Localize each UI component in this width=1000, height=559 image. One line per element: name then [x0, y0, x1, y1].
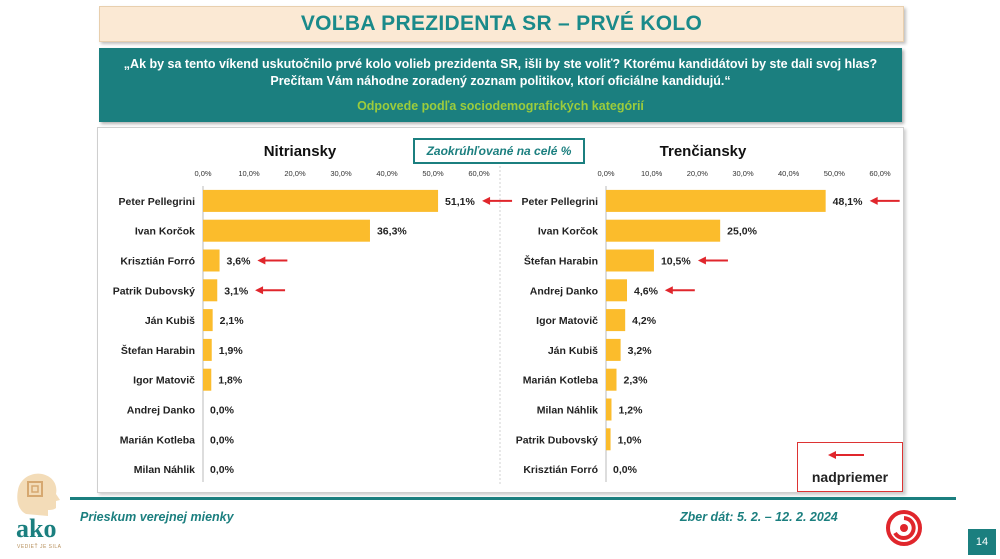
bar: [606, 249, 654, 272]
chart-title: Trenčiansky: [660, 143, 747, 160]
x-tick-label: 30,0%: [330, 169, 352, 178]
red-arrow-left-icon: [869, 196, 900, 205]
page-number: 14: [968, 529, 996, 555]
bar: [606, 428, 611, 451]
x-tick-label: 40,0%: [778, 169, 800, 178]
rounding-note: Zaokrúhľované na celé %: [413, 138, 585, 164]
bar: [203, 368, 212, 391]
category-label: Igor Matovič: [536, 315, 598, 327]
red-arrow-left-icon: [828, 451, 864, 459]
logo-tagline: VEDIEŤ JE SILA: [17, 544, 62, 550]
category-label: Peter Pellegrini: [522, 196, 599, 208]
bar: [203, 249, 220, 272]
x-tick-label: 20,0%: [284, 169, 306, 178]
category-label: Štefan Harabin: [524, 255, 598, 268]
category-label: Ivan Korčok: [135, 226, 195, 238]
swirl-logo-icon: [886, 510, 922, 546]
data-label: 0,0%: [210, 434, 235, 446]
legend-label: nadpriemer: [811, 469, 889, 485]
red-arrow-left-icon: [255, 286, 286, 295]
data-label: 2,1%: [220, 315, 245, 327]
bar: [606, 279, 628, 302]
data-label: 3,6%: [227, 256, 252, 268]
data-label: 0,0%: [613, 464, 638, 476]
data-label: 3,2%: [628, 345, 653, 357]
chart-panel: Nitriansky 0,0% 10,0% 20,0% 30,0% 40,0% 50,0% 6…: [97, 127, 904, 493]
x-tick-label: 20,0%: [687, 169, 709, 178]
footer-date-range: Zber dát: 5. 2. – 12. 2. 2024: [680, 510, 838, 524]
category-label: Igor Matovič: [133, 375, 195, 387]
question-box: „Ak by sa tento víkend uskutočnilo prvé …: [99, 48, 902, 122]
bar: [606, 219, 721, 242]
x-tick-label: 10,0%: [238, 169, 260, 178]
category-label: Marián Kotleba: [523, 375, 598, 387]
data-label: 4,6%: [634, 285, 659, 297]
bar: [606, 309, 626, 332]
data-label: 10,5%: [661, 256, 691, 268]
bar: [606, 338, 621, 361]
category-label: Andrej Danko: [530, 285, 598, 297]
data-label: 48,1%: [833, 196, 863, 208]
chart-title: Nitriansky: [264, 143, 337, 160]
category-label: Milan Náhlik: [134, 464, 195, 476]
bar: [203, 309, 213, 332]
logo-text: ako: [16, 514, 57, 543]
charts-svg: Nitriansky 0,0% 10,0% 20,0% 30,0% 40,0% 50,0% 6…: [113, 138, 900, 484]
x-tick-label: 60,0%: [468, 169, 490, 178]
data-label: 36,3%: [377, 226, 407, 238]
question-line-2: Prečítam Vám náhodne zoradený zoznam pol…: [270, 74, 731, 88]
title-banner: VOĽBA PREZIDENTA SR – PRVÉ KOLO: [99, 6, 904, 42]
x-tick-label: 0,0%: [597, 169, 614, 178]
data-label: 3,1%: [224, 285, 249, 297]
category-label: Peter Pellegrini: [119, 196, 196, 208]
x-tick-label: 60,0%: [869, 169, 891, 178]
bar: [203, 219, 370, 242]
footer-divider: [70, 497, 956, 500]
category-label: Milan Náhlik: [537, 405, 598, 417]
x-tick-label: 50,0%: [422, 169, 444, 178]
bar: [606, 398, 612, 421]
category-label: Patrik Dubovský: [516, 434, 598, 446]
data-label: 1,9%: [219, 345, 244, 357]
data-label: 4,2%: [632, 315, 657, 327]
bar: [203, 279, 218, 302]
bar: [203, 189, 439, 212]
footer-survey-label: Prieskum verejnej mienky: [80, 510, 234, 524]
head-profile-icon: [17, 473, 60, 516]
category-label: Marián Kotleba: [120, 434, 195, 446]
red-arrow-left-icon: [482, 196, 513, 205]
category-label: Štefan Harabin: [121, 344, 195, 357]
x-tick-label: 10,0%: [641, 169, 663, 178]
x-tick-label: 30,0%: [732, 169, 754, 178]
category-label: Krisztián Forró: [523, 464, 598, 476]
data-label: 2,3%: [624, 375, 649, 387]
category-label: Ivan Korčok: [538, 226, 598, 238]
category-label: Krisztián Forró: [120, 256, 195, 268]
bar: [606, 368, 617, 391]
category-label: Ján Kubiš: [548, 345, 598, 357]
red-arrow-left-icon: [664, 286, 695, 295]
data-label: 0,0%: [210, 405, 235, 417]
data-label: 1,0%: [618, 434, 643, 446]
data-label: 25,0%: [727, 226, 757, 238]
category-label: Andrej Danko: [127, 405, 195, 417]
question-line-1: „Ak by sa tento víkend uskutočnilo prvé …: [123, 57, 878, 71]
data-label: 51,1%: [445, 196, 475, 208]
data-label: 1,8%: [218, 375, 243, 387]
legend-box: nadpriemer: [797, 442, 903, 492]
category-label: Patrik Dubovský: [113, 285, 195, 297]
x-tick-label: 40,0%: [376, 169, 398, 178]
data-label: 1,2%: [618, 405, 643, 417]
ako-logo: ako VEDIEŤ JE SILA: [8, 470, 70, 558]
x-tick-label: 50,0%: [824, 169, 846, 178]
category-label: Ján Kubiš: [145, 315, 195, 327]
x-tick-label: 0,0%: [194, 169, 211, 178]
question-subtitle: Odpovede podľa sociodemografických kateg…: [357, 99, 644, 113]
red-arrow-left-icon: [257, 256, 288, 265]
page-title: VOĽBA PREZIDENTA SR – PRVÉ KOLO: [300, 12, 703, 35]
bar: [606, 189, 826, 212]
bar: [203, 338, 212, 361]
red-arrow-left-icon: [697, 256, 728, 265]
data-label: 0,0%: [210, 464, 235, 476]
